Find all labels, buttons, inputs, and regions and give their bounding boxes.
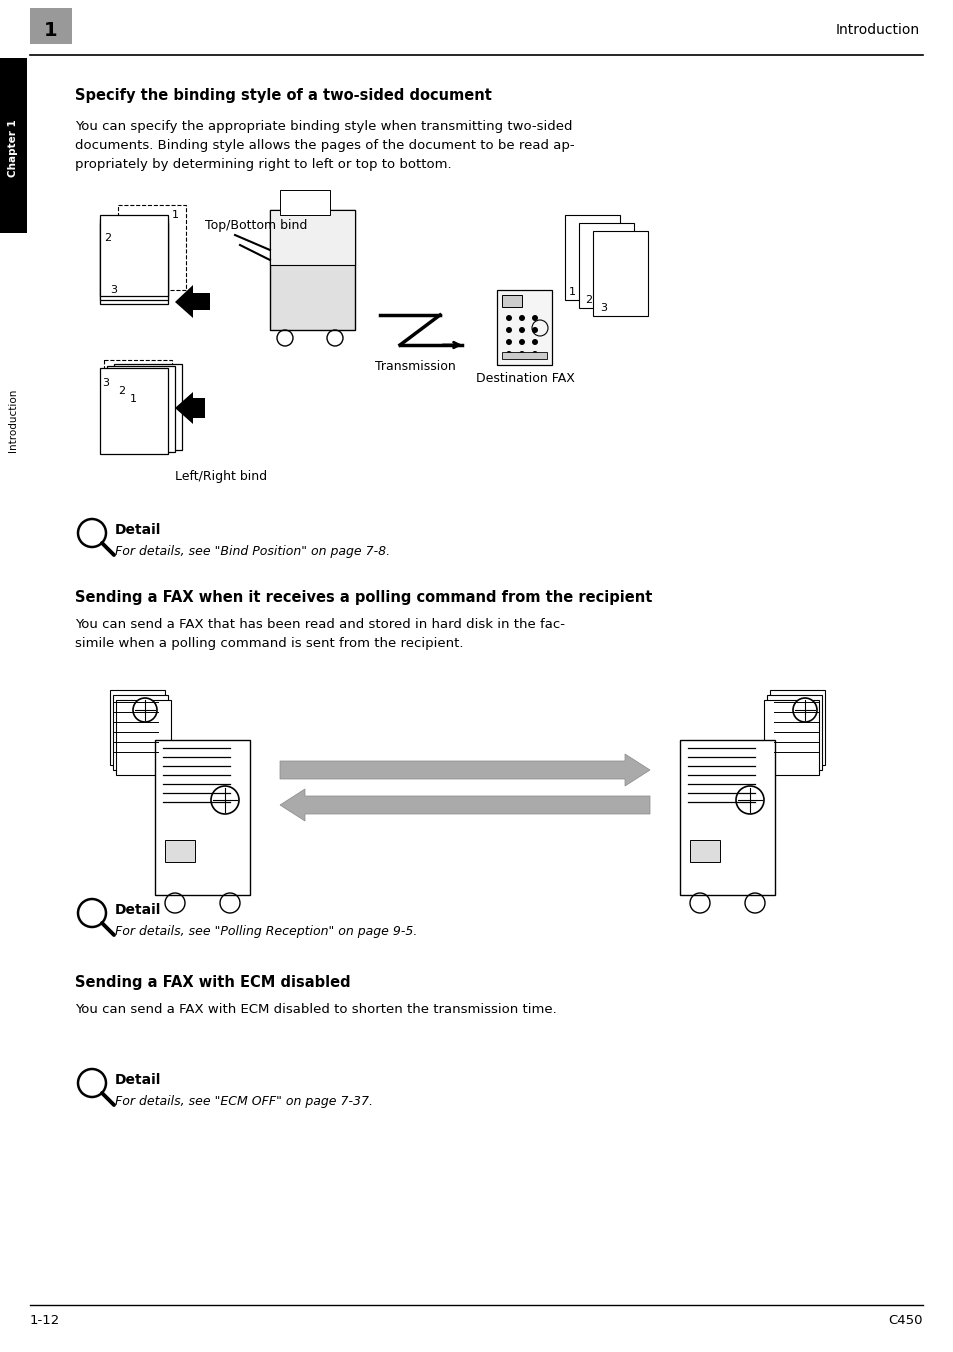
Text: Specify the binding style of a two-sided document: Specify the binding style of a two-sided… <box>75 88 492 103</box>
Text: You can send a FAX that has been read and stored in hard disk in the fac-
simile: You can send a FAX that has been read an… <box>75 618 564 650</box>
Text: For details, see "Bind Position" on page 7-8.: For details, see "Bind Position" on page… <box>115 545 390 558</box>
Bar <box>154 740 250 895</box>
Circle shape <box>532 315 537 320</box>
Bar <box>497 289 552 365</box>
Bar <box>501 295 521 307</box>
Bar <box>100 368 168 454</box>
Text: 1: 1 <box>130 393 137 404</box>
Text: Detail: Detail <box>115 523 161 537</box>
Bar <box>593 231 647 316</box>
Circle shape <box>505 352 512 357</box>
Bar <box>113 364 182 450</box>
Text: Introduction: Introduction <box>8 388 18 452</box>
Circle shape <box>505 315 512 320</box>
Polygon shape <box>174 392 205 425</box>
Text: Destination FAX: Destination FAX <box>475 372 574 385</box>
Circle shape <box>518 339 524 345</box>
Bar <box>763 700 818 775</box>
Bar <box>766 695 821 771</box>
Circle shape <box>505 339 512 345</box>
Text: For details, see "Polling Reception" on page 9-5.: For details, see "Polling Reception" on … <box>115 925 417 938</box>
Text: 3: 3 <box>102 379 109 388</box>
Circle shape <box>518 315 524 320</box>
Text: Top/Bottom bind: Top/Bottom bind <box>205 219 307 231</box>
Text: Detail: Detail <box>115 903 161 917</box>
Circle shape <box>532 339 537 345</box>
FancyArrow shape <box>280 754 649 786</box>
Text: 2: 2 <box>104 233 111 243</box>
Text: Transmission: Transmission <box>375 360 455 373</box>
Text: Chapter 1: Chapter 1 <box>8 119 18 177</box>
Text: For details, see "ECM OFF" on page 7-37.: For details, see "ECM OFF" on page 7-37. <box>115 1095 373 1109</box>
Text: C450: C450 <box>887 1314 923 1326</box>
Text: 2: 2 <box>118 387 125 396</box>
Bar <box>165 840 194 863</box>
Circle shape <box>532 352 537 357</box>
Text: Sending a FAX with ECM disabled: Sending a FAX with ECM disabled <box>75 975 351 990</box>
Circle shape <box>505 327 512 333</box>
Bar <box>689 840 720 863</box>
Bar <box>270 210 355 330</box>
Text: Detail: Detail <box>115 1073 161 1087</box>
Bar <box>270 210 355 265</box>
Circle shape <box>518 352 524 357</box>
Bar <box>104 360 172 450</box>
Bar <box>578 223 634 308</box>
Polygon shape <box>174 285 210 318</box>
Text: 1: 1 <box>172 210 179 220</box>
Text: 1-12: 1-12 <box>30 1314 60 1326</box>
Bar <box>769 690 824 765</box>
Text: Introduction: Introduction <box>835 23 919 37</box>
Circle shape <box>78 1069 106 1096</box>
Bar <box>564 215 619 300</box>
Bar <box>280 191 330 215</box>
Bar <box>100 223 168 304</box>
Bar <box>501 352 546 360</box>
Text: 1: 1 <box>568 287 576 297</box>
Bar <box>30 8 71 45</box>
Text: 1: 1 <box>44 20 58 39</box>
Text: 3: 3 <box>110 285 117 295</box>
Bar <box>118 206 186 289</box>
Circle shape <box>792 698 816 722</box>
Text: Left/Right bind: Left/Right bind <box>174 470 267 483</box>
FancyArrow shape <box>280 790 649 821</box>
Circle shape <box>78 899 106 927</box>
Circle shape <box>132 698 157 722</box>
Text: You can specify the appropriate binding style when transmitting two-sided
docume: You can specify the appropriate binding … <box>75 120 574 170</box>
Bar <box>107 366 174 452</box>
Text: You can send a FAX with ECM disabled to shorten the transmission time.: You can send a FAX with ECM disabled to … <box>75 1003 557 1015</box>
Text: Sending a FAX when it receives a polling command from the recipient: Sending a FAX when it receives a polling… <box>75 589 652 604</box>
Circle shape <box>532 327 537 333</box>
Bar <box>100 215 168 296</box>
Text: 2: 2 <box>584 295 592 306</box>
Bar <box>100 219 168 300</box>
Bar <box>0 58 27 233</box>
Circle shape <box>78 519 106 548</box>
Bar <box>679 740 774 895</box>
Text: 3: 3 <box>599 303 606 314</box>
Circle shape <box>518 327 524 333</box>
Bar <box>116 700 171 775</box>
Bar <box>112 695 168 771</box>
Bar <box>110 690 165 765</box>
